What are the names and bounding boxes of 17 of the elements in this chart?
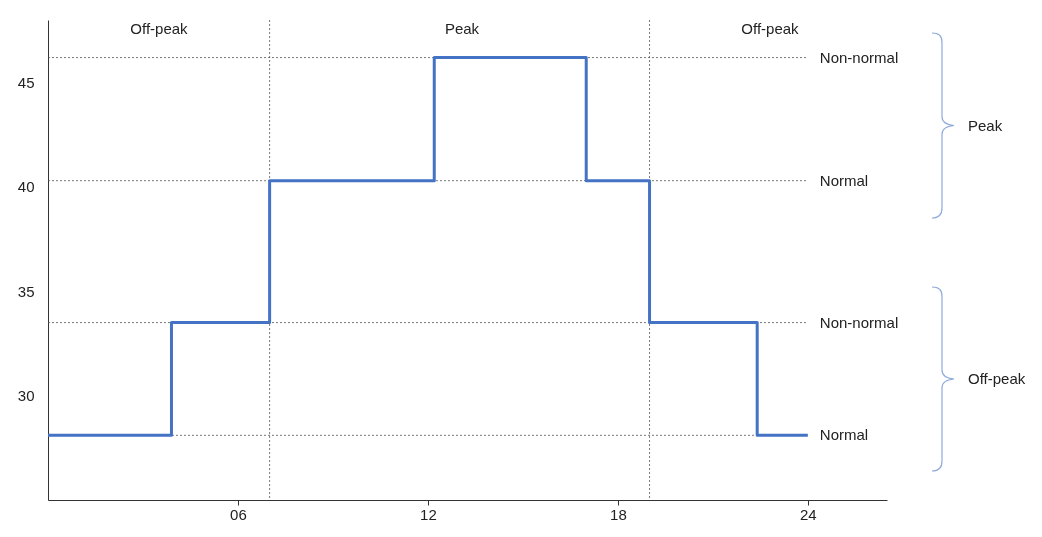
- y-tick-label: 35: [17, 282, 35, 300]
- text: Peak: [968, 116, 1003, 134]
- annotation: Peak: [444, 20, 480, 37]
- y-tick-label: 40: [17, 178, 35, 196]
- y-tick-label: 30: [17, 387, 35, 405]
- ref-line-label: Normal: [819, 426, 869, 444]
- y-tick-label: 45: [17, 74, 35, 92]
- text: Off-peak: [968, 370, 1026, 387]
- ref-line-label: Non-normal: [819, 48, 899, 66]
- x-tick-label: 12: [420, 505, 437, 523]
- x-tick-label: 06: [230, 505, 247, 523]
- annotation: Off-peak: [130, 20, 188, 37]
- x-tick-label: 24: [800, 505, 817, 523]
- ref-line-label: Non-normal: [819, 313, 899, 331]
- ref-line-label: Normal: [819, 171, 869, 189]
- x-tick-label: 18: [610, 505, 627, 523]
- annotation: Off-peak: [741, 20, 799, 37]
